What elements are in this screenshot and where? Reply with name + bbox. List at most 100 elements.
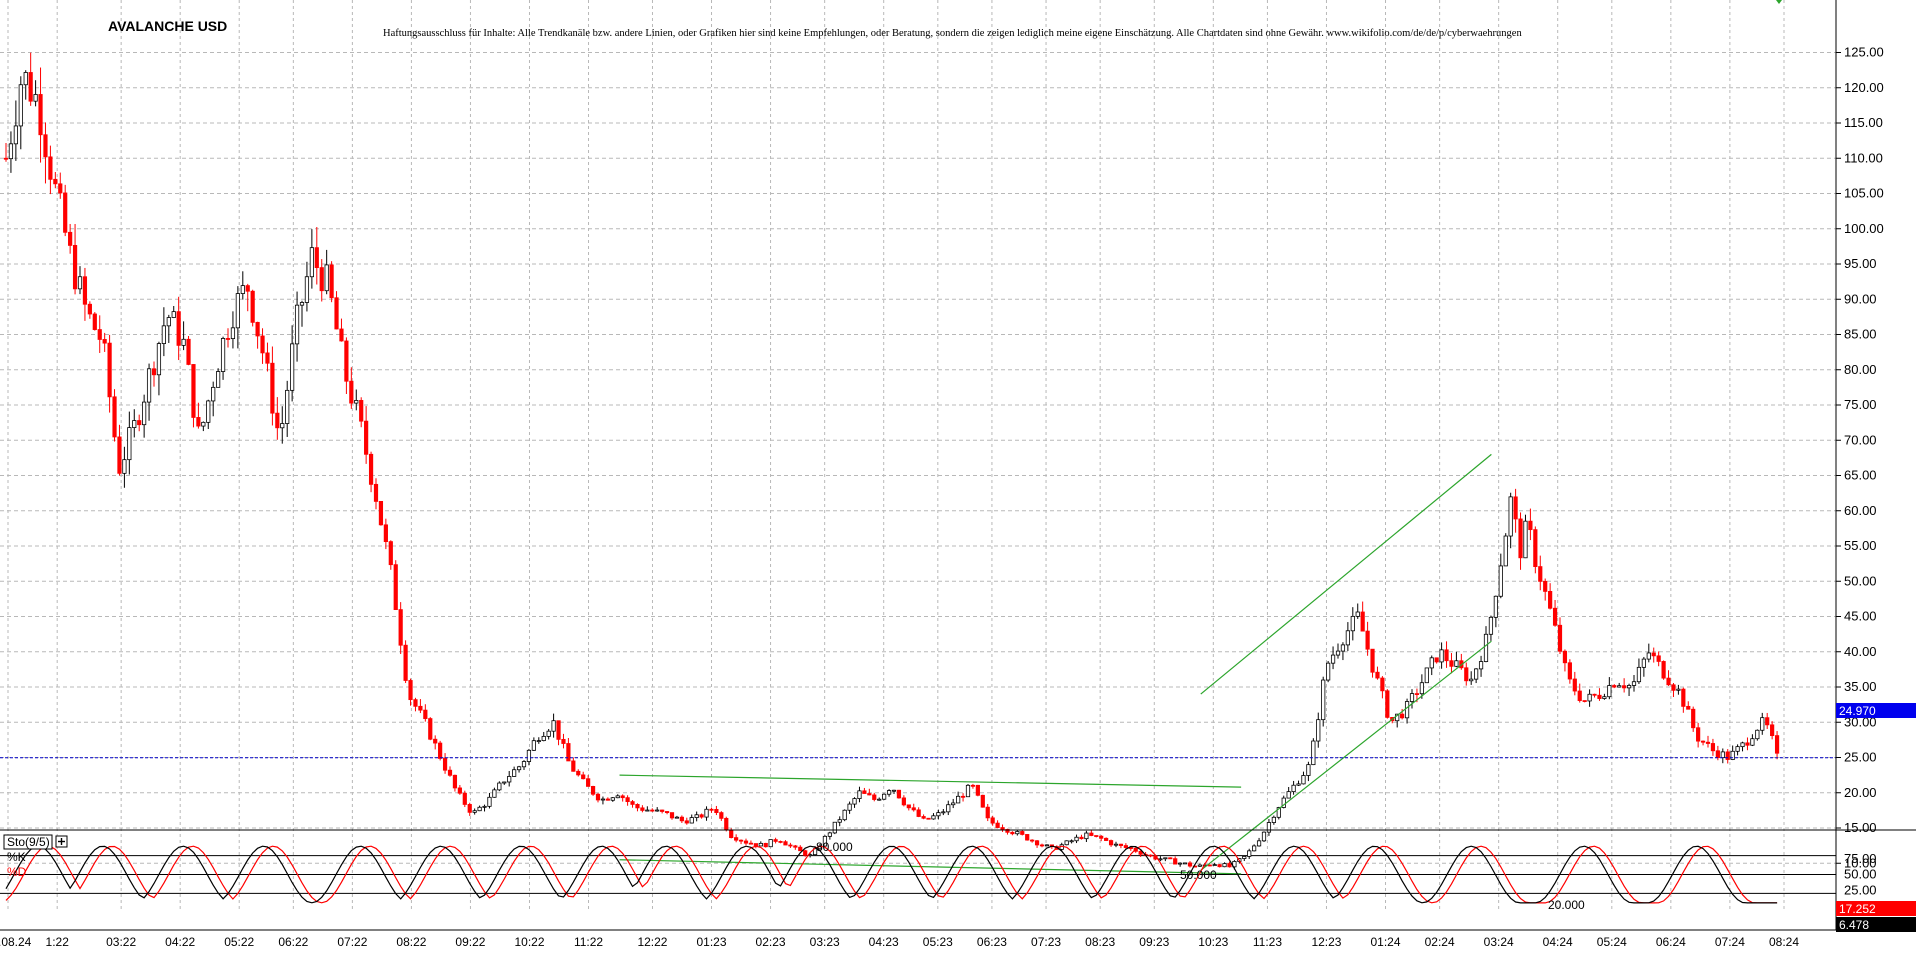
candle-body [462,792,467,805]
candle-body [1592,693,1597,696]
candle-body [1548,591,1553,609]
candle-body [734,837,739,841]
candle-body [260,335,265,354]
candle-body [738,839,744,842]
candle-body [181,338,186,346]
candle-body [916,809,921,817]
x-tick-label: 05:22 [224,935,254,948]
candle-body [1069,840,1074,843]
candle-body [1720,751,1725,759]
candle-body [225,338,231,340]
candle-body [1385,690,1390,718]
candle-body [694,814,699,818]
candle-body [334,297,339,330]
candle-body [137,420,142,426]
chart-title: AVALANCHE USD [108,18,227,34]
candle-body [847,803,852,811]
candle-body [1439,649,1444,663]
osc-y-tick-label: 75.00 [1844,851,1877,866]
candle-body [92,313,97,330]
candle-body [418,705,423,711]
disclaimer-text: Haftungsausschluss für Inhalte: Alle Tre… [383,28,1522,39]
candle-body [171,311,176,318]
candle-body [689,817,694,824]
x-tick-label: 06:23 [977,935,1007,948]
candle-body [1429,657,1434,669]
candle-body [1113,843,1119,846]
candle-body [911,807,916,811]
candle-body [615,795,620,799]
x-tick-label: 09:22 [455,935,485,948]
candle-body [107,342,112,398]
candle-body [1725,751,1730,760]
candle-body [970,784,976,787]
candle-body [758,842,763,847]
x-tick-label: 07:22 [337,935,367,948]
candle-body [457,787,462,794]
candle-body [526,749,532,762]
candle-body [1474,668,1479,680]
x-tick-label: 09:23 [1139,935,1169,948]
y-tick-label: 85.00 [1844,327,1877,342]
candle-body [803,850,808,856]
candle-body [186,338,191,365]
oscillator-grid [0,855,1836,894]
candle-body [724,817,729,831]
candle-body [620,795,625,799]
candle-body [1173,858,1178,865]
y-tick-label: 95.00 [1844,256,1877,271]
candle-body [1626,685,1632,689]
y-tick-label: 105.00 [1844,186,1884,201]
candle-body [581,774,586,780]
candle-body [857,790,862,799]
candle-body [1005,829,1010,833]
candle-body [378,500,384,526]
legend-k: %K [7,850,26,864]
candle-body [1217,864,1222,868]
candle-body [980,794,985,808]
candle-body [768,839,773,848]
candle-body [1740,742,1745,748]
candle-body [1488,616,1494,635]
candle-body [373,483,379,502]
candle-body [354,400,359,404]
candle-body [1242,855,1247,859]
candle-body [1291,784,1296,793]
candle-body [112,396,117,438]
y-tick-label: 80.00 [1844,362,1877,377]
candle-body [196,417,201,427]
candle-body [82,276,88,305]
candle-body [748,842,754,845]
y-tick-label: 90.00 [1844,291,1877,306]
candle-body [97,329,102,340]
candle-body [709,808,714,811]
candle-body [245,285,250,292]
candle-body [1513,496,1518,520]
candle-body [655,809,660,812]
candle-body [704,808,709,818]
candle-body [995,822,1000,828]
candle-body [1232,861,1237,868]
y-tick-label: 100.00 [1844,221,1884,236]
candle-body [590,786,596,795]
candle-body [512,769,517,777]
y-tick-label: 60.00 [1844,503,1877,518]
candle-body [1700,740,1706,743]
candle-body [1286,791,1291,799]
candle-body [230,327,236,340]
candle-body [1089,832,1094,836]
candle-body [132,420,137,428]
candle-body [1770,724,1775,737]
candle-body [1607,685,1612,698]
candle-body [398,609,403,646]
scroll-marker-icon[interactable] [1776,0,1782,4]
candle-body [166,317,171,327]
candle-body [867,793,872,796]
candle-body [156,343,162,376]
x-tick-label: 08:23 [1085,935,1115,948]
candle-body [936,812,941,817]
series-d-line [5,845,1778,904]
x-tick-label: 11:23 [1253,935,1282,948]
x-tick-label: 10:22 [514,935,544,948]
candle-body [1306,764,1311,776]
